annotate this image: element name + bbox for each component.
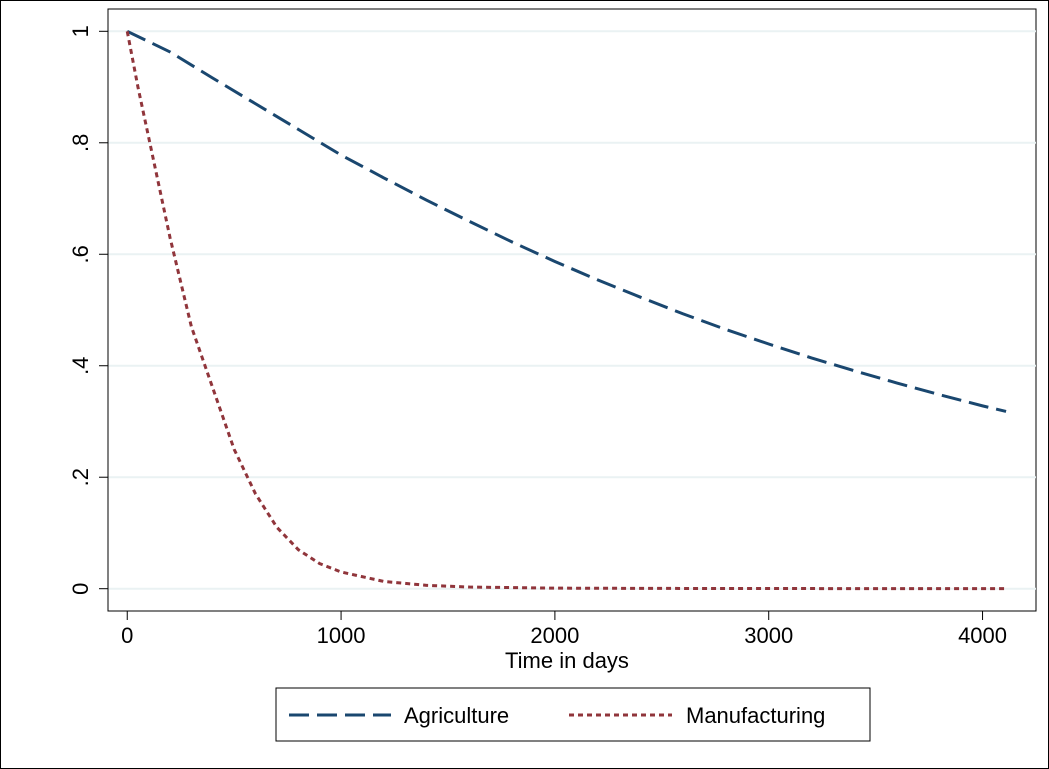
- x-tick-label: 4000: [958, 623, 1007, 648]
- x-tick-label: 0: [121, 623, 133, 648]
- x-tick-label: 3000: [744, 623, 793, 648]
- series-line-agriculture: [126, 29, 1007, 413]
- legend: Agriculture Manufacturing: [275, 687, 871, 742]
- y-axis: 0 .2 .4 .6 .8 1: [68, 9, 109, 611]
- gridlines: [108, 30, 1036, 590]
- plot-area: [107, 8, 1037, 612]
- x-axis-title: Time in days: [505, 648, 629, 673]
- x-tick-label: 1000: [317, 623, 366, 648]
- y-tick-label: .4: [68, 357, 93, 375]
- x-axis: 0 1000 2000 3000 4000: [108, 610, 1036, 648]
- x-tick-label: 2000: [530, 623, 579, 648]
- y-tick-label: .2: [68, 468, 93, 486]
- y-tick-label: 1: [68, 25, 93, 37]
- series-line-manufacturing: [125, 31, 1007, 591]
- y-tick-label: .6: [68, 245, 93, 263]
- series-layer: [125, 29, 1007, 591]
- y-tick-label: .8: [68, 134, 93, 152]
- legend-label-manufacturing: Manufacturing: [686, 703, 825, 728]
- legend-label-agriculture: Agriculture: [404, 703, 509, 728]
- y-tick-label: 0: [68, 583, 93, 595]
